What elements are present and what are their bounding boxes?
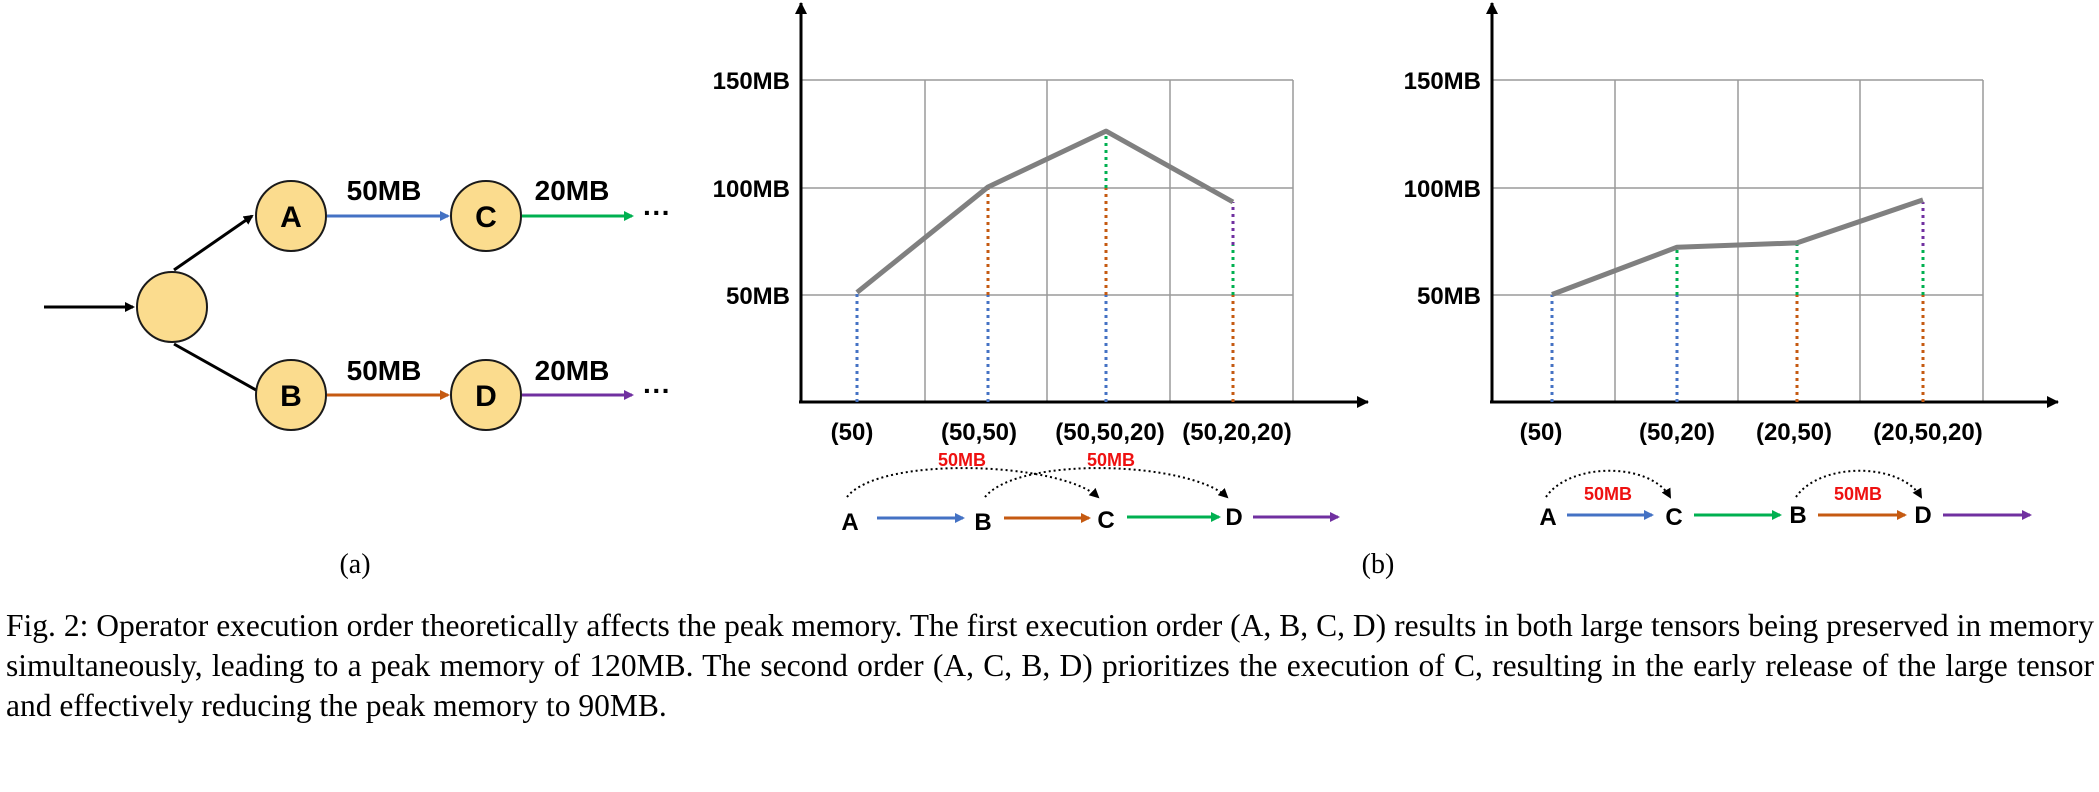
edge-root-a <box>173 214 254 272</box>
chart1-seq-3: C <box>1097 507 1114 534</box>
chart1-ytick-150: 150MB <box>713 68 790 95</box>
chart2-stacks <box>1550 202 1925 402</box>
chart2-seq-1: A <box>1539 504 1556 531</box>
chart2-xtick-2: (50,20) <box>1639 419 1715 446</box>
chart2-xtick-4: (20,50,20) <box>1873 419 1982 446</box>
node-c <box>450 180 522 252</box>
chart1-grid <box>801 79 1294 402</box>
chart-order-acbd: 150MB 100MB 50MB (50) (50,20) (20,50) (2… <box>1404 2 2059 531</box>
chart2-ytick-50: 50MB <box>1417 283 1481 310</box>
panel-a-graph: A C B D 50MB 20MB 50MB 20MB ··· ··· (a) <box>44 175 671 580</box>
ellipsis-bottom: ··· <box>643 375 671 406</box>
sublabel-b: (b) <box>1362 549 1395 580</box>
node-a-label: A <box>280 201 302 234</box>
chart2-xtick-3: (20,50) <box>1756 419 1832 446</box>
lifetime-arc-a-c <box>1545 469 1671 499</box>
ellipsis-top: ··· <box>643 197 671 228</box>
node-c-label: C <box>475 201 497 234</box>
node-b-label: B <box>280 380 302 413</box>
chart2-note-1: 50MB <box>1584 484 1632 504</box>
edge-root-b <box>173 342 257 392</box>
chart2-memory-line <box>1551 197 1924 297</box>
chart1-seq-1: A <box>841 509 858 536</box>
chart1-note-1: 50MB <box>938 450 986 470</box>
chart1-ytick-50: 50MB <box>726 283 790 310</box>
root-node <box>136 271 208 343</box>
chart2-ytick-150: 150MB <box>1404 68 1481 95</box>
figure-canvas: A C B D 50MB 20MB 50MB 20MB ··· ··· (a) … <box>44 2 2059 580</box>
edge-d-out-label: 20MB <box>535 355 610 386</box>
chart1-sequence: 50MB 50MB A B C D <box>841 450 1340 536</box>
chart1-xtick-3: (50,50,20) <box>1055 419 1164 446</box>
chart1-seq-4: D <box>1225 504 1242 531</box>
lifetime-arc-b-d <box>1795 469 1923 499</box>
chart1-memory-line <box>855 128 1235 295</box>
node-b <box>255 359 327 431</box>
chart1-xtick-1: (50) <box>831 419 874 446</box>
chart1-ytick-100: 100MB <box>713 176 790 203</box>
chart1-stacks <box>855 133 1235 402</box>
chart1-note-2: 50MB <box>1087 450 1135 470</box>
chart2-xtick-1: (50) <box>1520 419 1563 446</box>
lifetime-arc-a-c <box>846 467 1100 499</box>
lifetime-arc-b-d <box>984 467 1229 499</box>
chart2-sequence: 50MB 50MB A C B D <box>1539 469 2032 531</box>
node-a <box>255 180 327 252</box>
chart2-ytick-100: 100MB <box>1404 176 1481 203</box>
edge-a-c-label: 50MB <box>347 175 422 206</box>
edge-c-out-label: 20MB <box>535 175 610 206</box>
chart1-xtick-4: (50,20,20) <box>1182 419 1291 446</box>
chart1-xtick-2: (50,50) <box>941 419 1017 446</box>
edge-b-d-label: 50MB <box>347 355 422 386</box>
chart1-seq-2: B <box>974 509 991 536</box>
chart2-grid <box>1492 79 1984 402</box>
sublabel-a: (a) <box>339 549 370 580</box>
node-d-label: D <box>475 380 497 413</box>
figure-caption: Fig. 2: Operator execution order theoret… <box>6 608 2094 723</box>
chart2-seq-3: B <box>1789 502 1806 529</box>
chart2-seq-4: D <box>1914 502 1931 529</box>
node-d <box>450 359 522 431</box>
chart2-note-2: 50MB <box>1834 484 1882 504</box>
chart2-seq-2: C <box>1665 504 1682 531</box>
chart-order-abcd: 150MB 100MB 50MB (50) (50,50) (50,50,20)… <box>713 2 1369 536</box>
